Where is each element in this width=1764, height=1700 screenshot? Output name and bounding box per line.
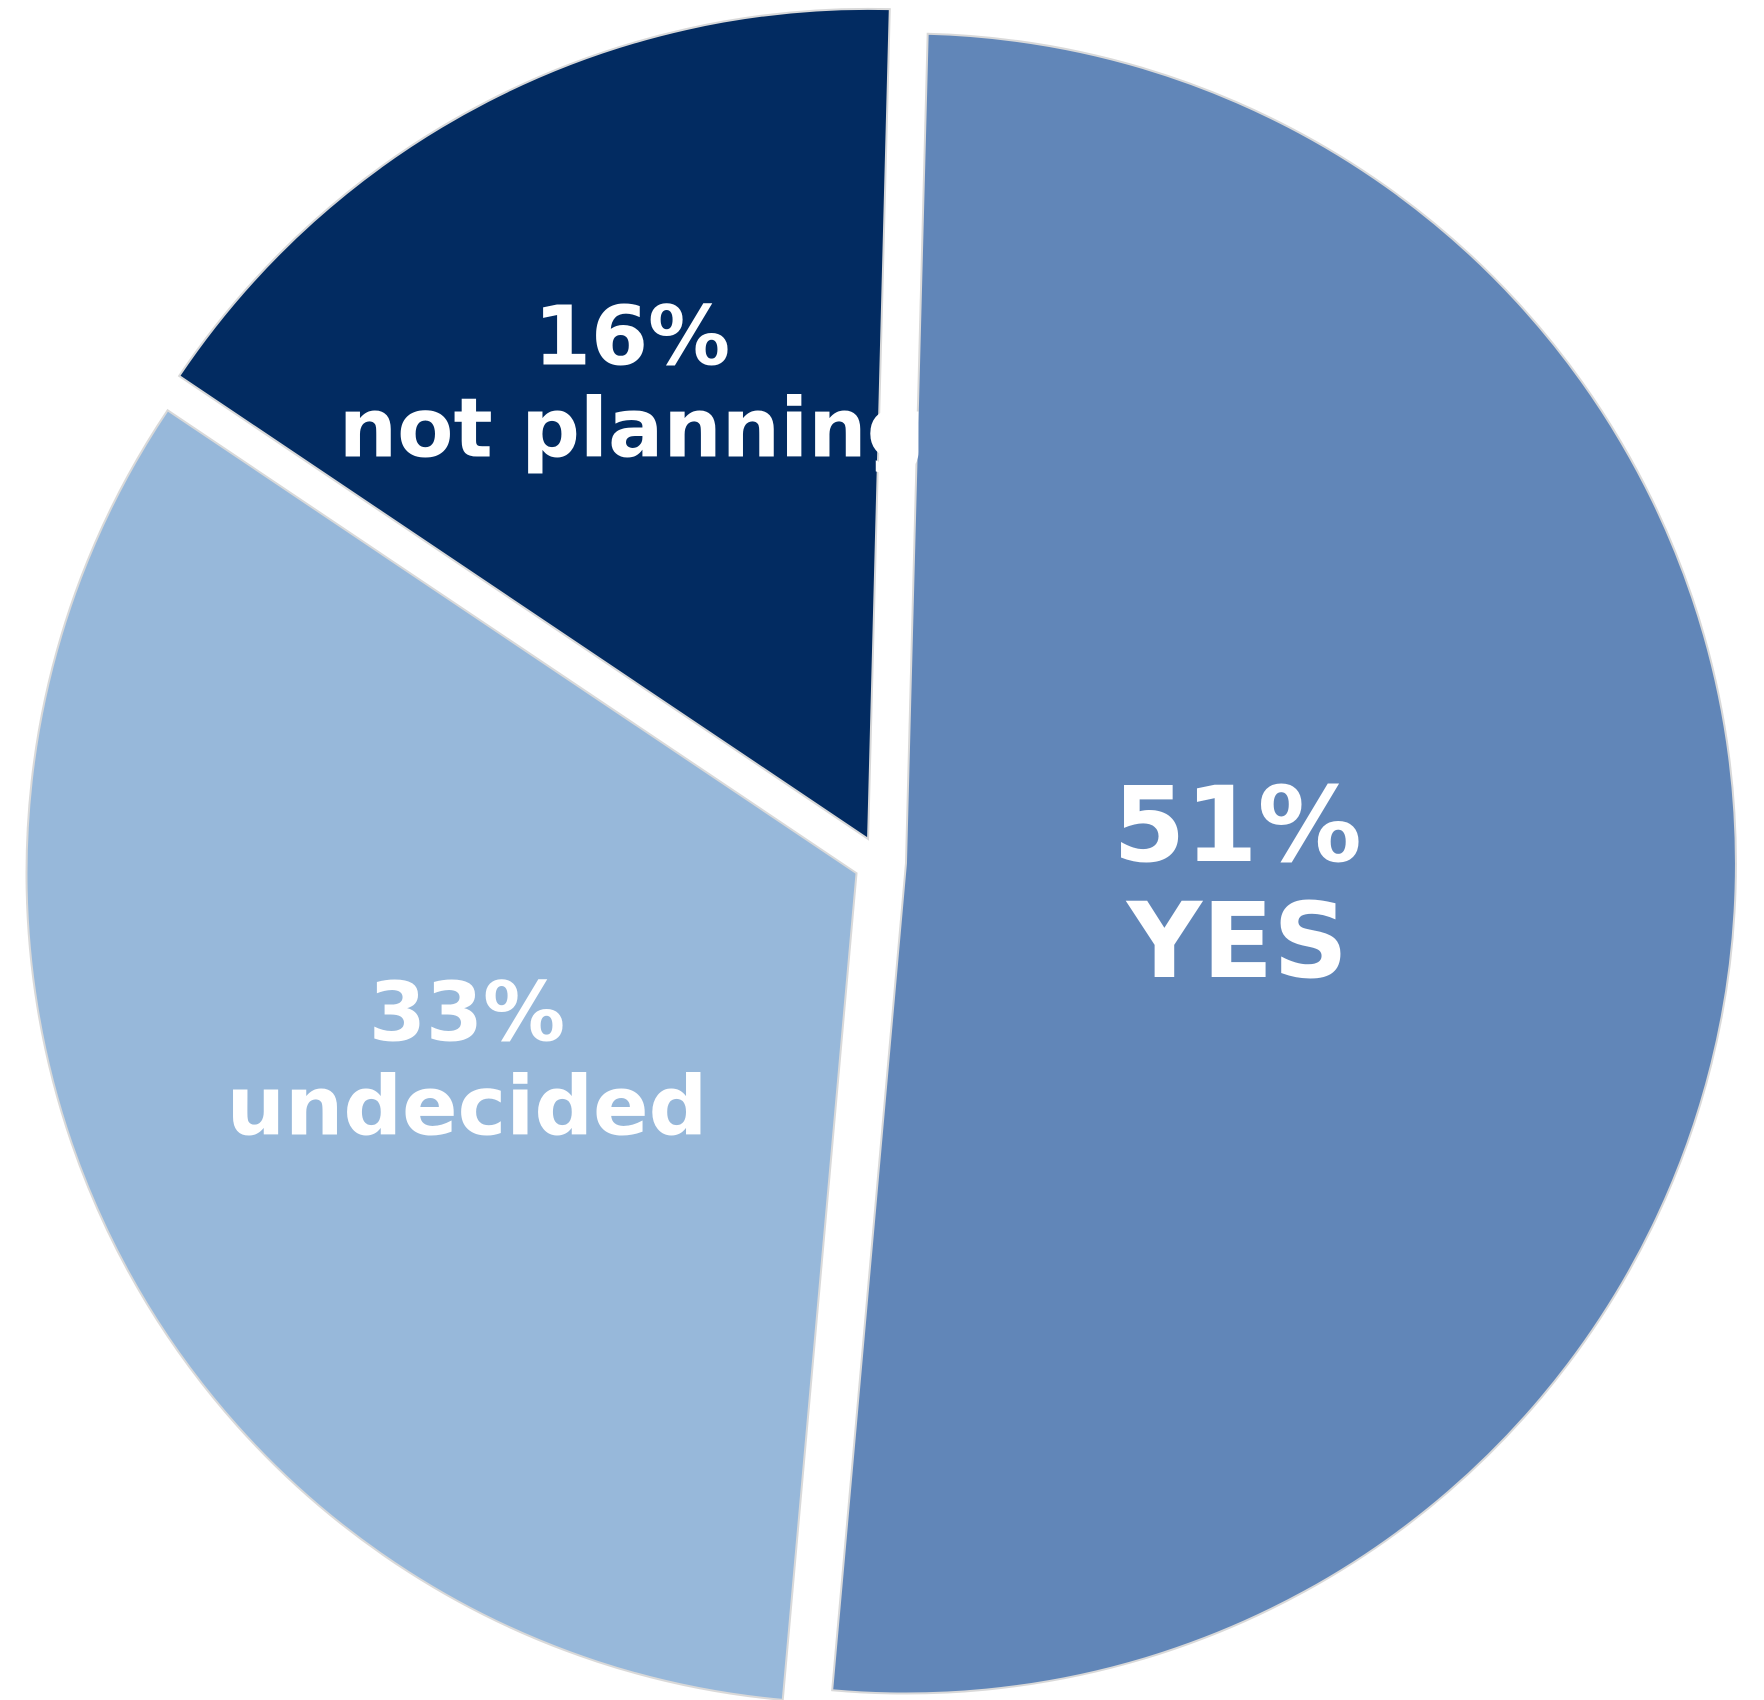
pie-label-percent-not-planning: 16% — [534, 289, 730, 384]
pie-slice-not-planning — [177, 7, 891, 841]
pie-label-percent-undecided: 33% — [369, 966, 565, 1061]
pie-label-category-undecided: undecided — [227, 1060, 708, 1155]
pie-label-category-not-planning: not planning — [339, 381, 926, 476]
pie-label-percent-yes: 51% — [1113, 764, 1362, 886]
pie-label-category-yes: YES — [1125, 880, 1348, 1002]
pie-slice-undecided — [25, 408, 858, 1700]
pie-slice-yes — [831, 32, 1737, 1695]
labels-layer: 51%YES 33%undecided 16%not planning — [227, 289, 1362, 1154]
slices-layer — [25, 7, 1737, 1700]
